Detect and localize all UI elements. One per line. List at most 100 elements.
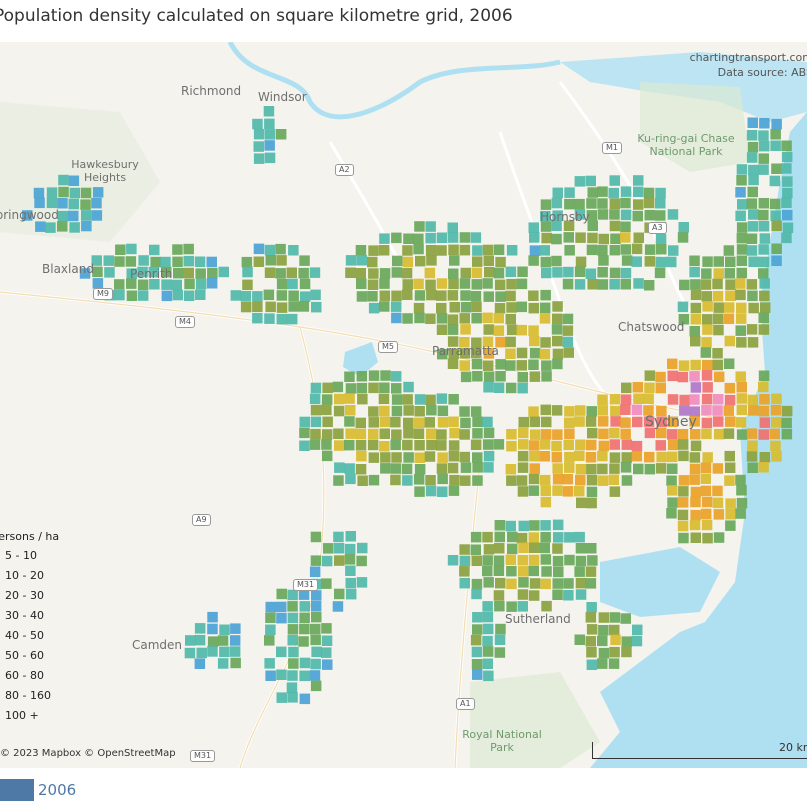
density-cell — [781, 417, 792, 429]
density-cell — [689, 452, 701, 463]
legend-item[interactable]: 30 - 40 — [5, 609, 44, 622]
density-cell — [241, 256, 253, 268]
density-cell — [253, 128, 265, 140]
year-swatch[interactable] — [0, 779, 34, 801]
density-cell — [288, 646, 299, 658]
density-cell — [380, 463, 391, 474]
density-cell — [713, 256, 724, 267]
density-cell — [459, 577, 470, 589]
density-cell — [126, 278, 137, 289]
density-cell — [425, 279, 436, 291]
density-cell — [22, 210, 33, 221]
density-cell — [68, 210, 79, 222]
density-cell — [493, 555, 505, 566]
density-cell — [517, 601, 528, 612]
density-cell — [138, 255, 149, 266]
density-cell — [586, 439, 597, 451]
density-cell — [528, 532, 540, 543]
density-cell — [528, 302, 539, 314]
density-cell — [724, 335, 736, 347]
legend-item[interactable]: 80 - 160 — [5, 689, 51, 702]
year-filter[interactable]: 2006 — [0, 768, 807, 807]
place-parramatta: Parramatta — [432, 344, 499, 358]
density-cell — [746, 130, 758, 141]
density-cell — [585, 636, 596, 647]
attribution-site[interactable]: chartingtransport.com — [689, 51, 807, 64]
density-cell — [264, 140, 275, 151]
density-cell — [391, 232, 402, 244]
density-cell — [701, 417, 713, 429]
map-canvas[interactable]: Richmond Windsor Hawkesbury Heights Spri… — [0, 42, 807, 768]
density-cell — [357, 475, 368, 486]
density-cell — [609, 244, 621, 256]
density-cell — [748, 405, 759, 416]
density-cell — [114, 256, 125, 267]
density-cell — [701, 370, 713, 381]
legend-item[interactable]: 5 - 10 — [5, 549, 37, 562]
density-cell — [229, 646, 241, 657]
map-copyright[interactable]: © 2023 Mapbox © OpenStreetMap — [0, 748, 176, 759]
legend-item[interactable]: 60 - 80 — [5, 669, 44, 682]
density-cell — [517, 372, 528, 383]
density-cell — [586, 497, 597, 509]
density-cell — [746, 324, 758, 335]
density-cell — [598, 625, 609, 636]
density-cell — [286, 682, 298, 693]
legend-item[interactable]: 20 - 30 — [5, 589, 44, 602]
density-cell — [759, 278, 770, 289]
density-cell — [736, 232, 748, 244]
density-cell — [724, 382, 736, 394]
density-cell — [632, 382, 644, 393]
density-cell — [609, 427, 620, 439]
density-cell — [528, 359, 539, 370]
density-cell — [493, 244, 505, 255]
density-cell — [667, 451, 678, 463]
density-cell — [690, 314, 702, 325]
density-cell — [322, 416, 333, 428]
density-cell — [252, 312, 263, 324]
density-cell — [379, 441, 390, 452]
legend-item[interactable]: 50 - 60 — [5, 649, 44, 662]
density-cell — [322, 382, 333, 394]
density-cell — [609, 486, 621, 497]
density-cell — [287, 589, 298, 601]
density-cell — [712, 359, 723, 371]
density-cell — [655, 463, 667, 474]
density-cell — [633, 199, 644, 210]
legend-item[interactable]: 10 - 20 — [5, 569, 44, 582]
density-cell — [447, 222, 458, 233]
density-cell — [483, 450, 495, 462]
density-cell — [528, 485, 540, 496]
legend-item[interactable]: 40 - 50 — [5, 629, 44, 642]
density-cell — [585, 268, 597, 279]
legend-item[interactable]: 100 + — [5, 709, 39, 722]
density-cell — [562, 325, 574, 336]
year-label[interactable]: 2006 — [38, 781, 77, 799]
density-cell — [643, 416, 655, 427]
density-cell — [368, 417, 379, 428]
density-cell — [564, 462, 575, 473]
density-cell — [713, 394, 724, 405]
density-cell — [436, 429, 447, 440]
density-cell — [391, 312, 402, 324]
density-cell — [723, 245, 735, 256]
density-cell — [759, 417, 771, 428]
density-cell — [585, 612, 597, 623]
density-cell — [586, 624, 598, 635]
density-cell — [172, 256, 183, 268]
density-cell — [448, 268, 459, 279]
density-cell — [436, 463, 448, 474]
density-cell — [471, 301, 482, 313]
density-cell — [299, 612, 310, 624]
density-cell — [643, 187, 655, 199]
density-cell — [276, 669, 287, 680]
density-cell — [264, 635, 275, 646]
density-cell — [747, 221, 759, 232]
density-cell — [207, 267, 218, 279]
density-cell — [482, 565, 493, 577]
density-cell — [449, 302, 460, 313]
density-cell — [390, 416, 401, 428]
density-cell — [160, 256, 171, 268]
density-cell — [713, 428, 725, 440]
density-cell — [598, 255, 609, 266]
